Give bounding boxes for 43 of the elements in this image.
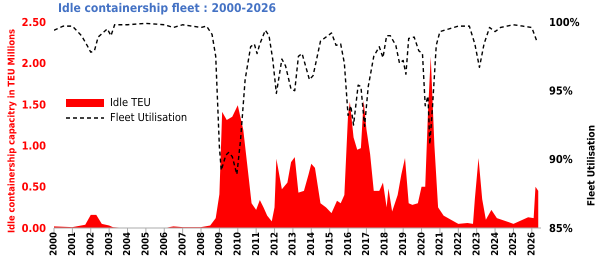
x-tick-label: 2013 bbox=[288, 232, 299, 256]
y-tick-label: 1.50 bbox=[22, 98, 46, 112]
x-tick-label: 2019 bbox=[398, 232, 409, 256]
x-tick-label: 2003 bbox=[104, 232, 115, 256]
y2-tick-label: 95% bbox=[549, 84, 573, 98]
y-tick-label: 0.50 bbox=[22, 180, 46, 194]
y2-axis-title: Fleet Utilisation bbox=[586, 125, 598, 206]
y-tick-label: 0.00 bbox=[22, 222, 46, 235]
x-tick-label: 2023 bbox=[471, 232, 482, 256]
x-tick-label: 2008 bbox=[196, 232, 207, 256]
x-tick-label: 2025 bbox=[508, 232, 520, 256]
x-tick-label: 2016 bbox=[342, 232, 354, 256]
x-tick-label: 2018 bbox=[380, 232, 391, 256]
x-tick-label: 2007 bbox=[177, 232, 188, 256]
x-tick-label: 2009 bbox=[214, 232, 226, 256]
y2-tick-label: 90% bbox=[549, 153, 573, 166]
x-tick-label: 2022 bbox=[453, 232, 464, 256]
legend-label: Idle TEU bbox=[110, 96, 151, 109]
y-tick-label: 2.50 bbox=[22, 16, 46, 29]
x-tick-label: 2020 bbox=[416, 232, 428, 256]
x-tick-label: 2014 bbox=[306, 232, 318, 256]
y2-tick-label: 85% bbox=[549, 222, 573, 235]
x-tick-label: 2004 bbox=[122, 232, 134, 256]
x-tick-label: 2026 bbox=[526, 232, 538, 256]
x-tick-label: 2002 bbox=[86, 232, 96, 256]
x-tick-label: 2024 bbox=[490, 232, 501, 256]
chart-title: Idle containership fleet : 2000-2026 bbox=[58, 1, 276, 15]
x-tick-label: 2017 bbox=[361, 232, 372, 256]
x-tick-label: 2005 bbox=[140, 232, 152, 256]
y-tick-label: 1.00 bbox=[22, 140, 46, 153]
x-tick-label: 2001 bbox=[67, 232, 78, 256]
x-tick-label: 2010 bbox=[232, 232, 244, 256]
x-tick-label: 2000 bbox=[48, 232, 60, 256]
y-axis-title: Idle containership capacitry in TEU Millions bbox=[6, 28, 18, 233]
x-tick-label: 2006 bbox=[159, 232, 170, 256]
y2-tick-label: 100% bbox=[549, 16, 580, 29]
x-tick-label: 2011 bbox=[250, 232, 262, 256]
x-tick-label: 2012 bbox=[269, 232, 280, 256]
line-series bbox=[54, 22, 538, 176]
y-tick-label: 2.00 bbox=[22, 57, 46, 70]
x-tick-label: 2015 bbox=[324, 232, 336, 256]
legend-label: Fleet Utilisation bbox=[110, 111, 188, 124]
x-tick-label: 2021 bbox=[434, 232, 446, 256]
